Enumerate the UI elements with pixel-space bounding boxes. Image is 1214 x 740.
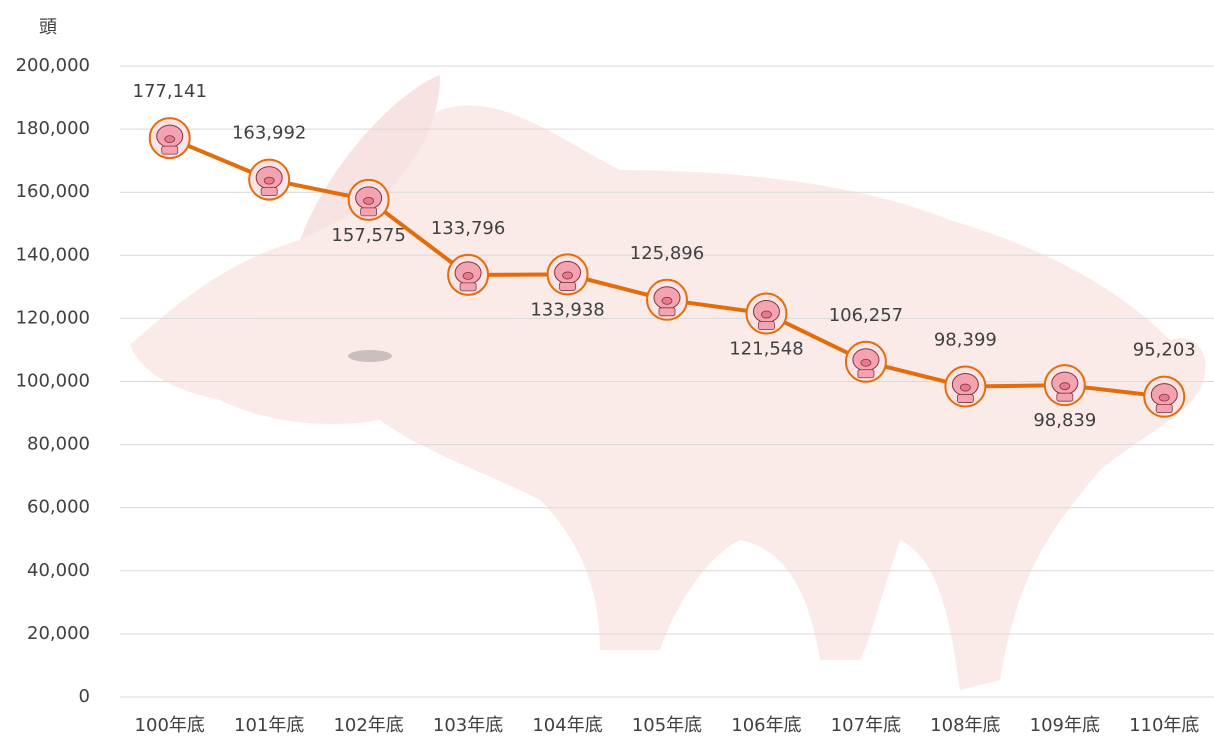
- x-tick-label: 100年底: [135, 715, 205, 736]
- x-tick-label: 101年底: [234, 715, 304, 736]
- data-label: 98,839: [1033, 410, 1096, 431]
- x-tick-label: 109年底: [1030, 715, 1100, 736]
- pig-snout: [662, 297, 672, 304]
- pig-snout: [1159, 394, 1169, 401]
- pig-body: [957, 395, 973, 403]
- pig-snout: [861, 359, 871, 366]
- x-tick-label: 103年底: [433, 715, 503, 736]
- marker: [647, 280, 687, 320]
- y-tick-label: 60,000: [27, 497, 90, 518]
- pig-body: [560, 282, 576, 290]
- pig-body: [361, 208, 377, 216]
- pig-snout: [165, 136, 175, 143]
- marker: [349, 180, 389, 220]
- pig-eye: [348, 350, 392, 362]
- pig-snout: [264, 177, 274, 184]
- pig-body: [1057, 393, 1073, 401]
- data-label: 177,141: [133, 81, 207, 102]
- y-tick-label: 20,000: [27, 623, 90, 644]
- data-label: 95,203: [1133, 340, 1196, 361]
- marker: [448, 255, 488, 295]
- data-label: 98,399: [934, 330, 997, 351]
- x-tick-label: 106年底: [731, 715, 801, 736]
- marker: [846, 342, 886, 382]
- x-tick-label: 104年底: [532, 715, 602, 736]
- pig-body: [162, 146, 178, 154]
- y-tick-label: 180,000: [16, 118, 90, 139]
- pig-body: [758, 322, 774, 330]
- marker: [746, 294, 786, 334]
- pig-snout: [1060, 383, 1070, 390]
- x-tick-label: 107年底: [831, 715, 901, 736]
- data-label: 163,992: [232, 123, 306, 144]
- y-tick-label: 140,000: [16, 244, 90, 265]
- x-tick-label: 108年底: [930, 715, 1000, 736]
- y-tick-label: 120,000: [16, 307, 90, 328]
- marker: [1045, 365, 1085, 405]
- y-tick-label: 100,000: [16, 371, 90, 392]
- pig-body: [858, 370, 874, 378]
- y-tick-label: 200,000: [16, 55, 90, 76]
- marker: [249, 160, 289, 200]
- y-tick-label: 80,000: [27, 434, 90, 455]
- pig-body: [1156, 405, 1172, 413]
- data-label: 106,257: [829, 305, 903, 326]
- y-axis-title: 頭: [39, 17, 57, 38]
- x-tick-label: 105年底: [632, 715, 702, 736]
- pig-snout: [761, 311, 771, 318]
- x-tick-label: 110年底: [1129, 715, 1199, 736]
- page: {"chart_data": {"type": "line", "y_axis_…: [0, 0, 1214, 740]
- pig-silhouette: [130, 105, 1205, 690]
- pig-body: [659, 308, 675, 316]
- data-label: 121,548: [729, 339, 803, 360]
- marker: [150, 118, 190, 158]
- y-tick-label: 40,000: [27, 560, 90, 581]
- pig-snout: [364, 197, 374, 204]
- pig-snout: [563, 272, 573, 279]
- pig-snout: [960, 384, 970, 391]
- marker: [1144, 377, 1184, 417]
- pig-body: [261, 188, 277, 196]
- marker: [548, 254, 588, 294]
- chart: 頭 0 20,000 40,000 60,000 80,000 100,000 120,00…: [0, 0, 1214, 740]
- x-tick-label: 102年底: [333, 715, 403, 736]
- marker: [945, 367, 985, 407]
- data-label: 125,896: [630, 243, 704, 264]
- data-label: 133,796: [431, 218, 505, 239]
- data-label: 133,938: [530, 299, 604, 320]
- y-tick-label: 0: [79, 686, 90, 707]
- pig-body: [460, 283, 476, 291]
- data-label: 157,575: [331, 225, 405, 246]
- pig-snout: [463, 272, 473, 279]
- y-tick-label: 160,000: [16, 181, 90, 202]
